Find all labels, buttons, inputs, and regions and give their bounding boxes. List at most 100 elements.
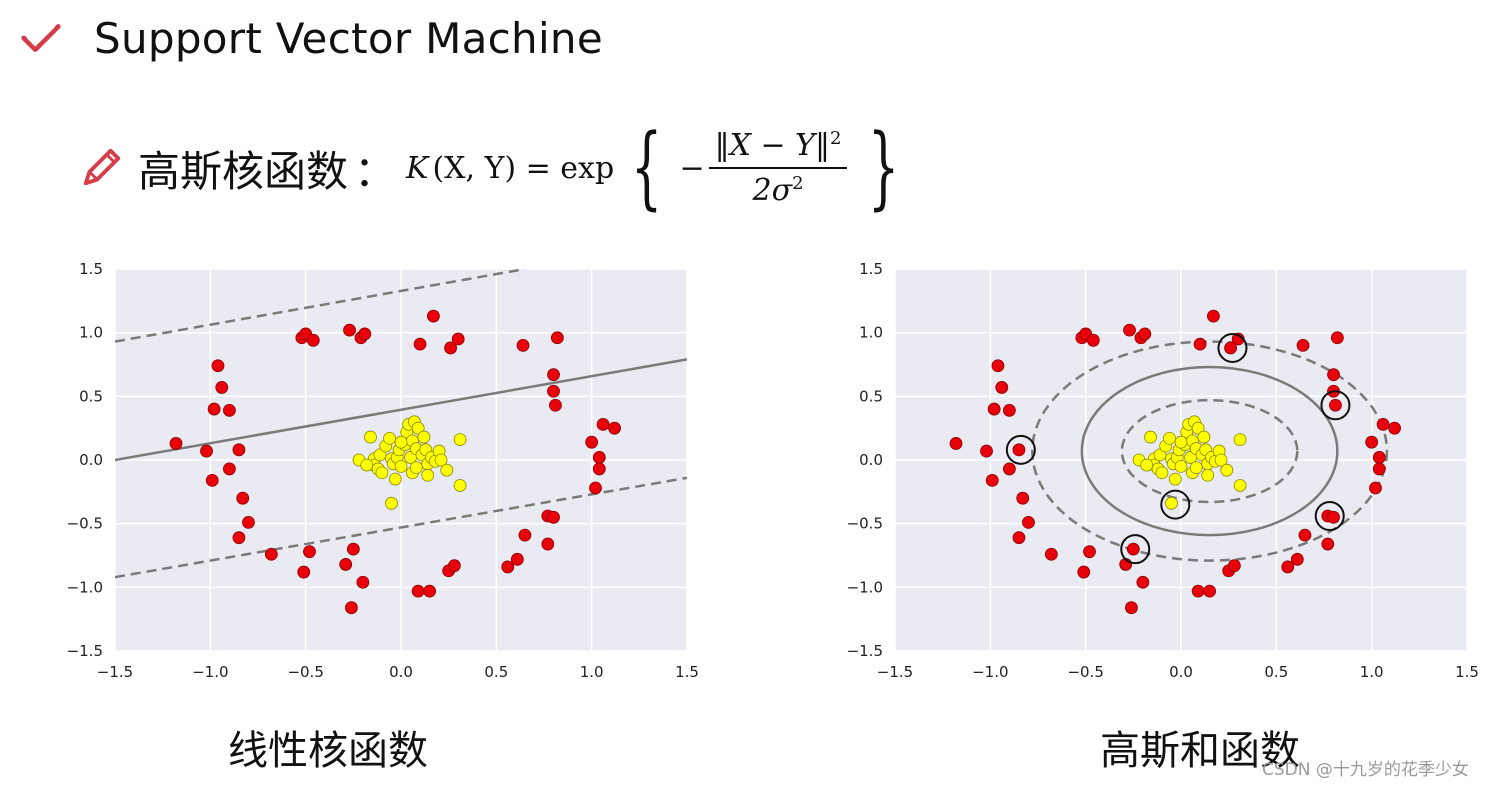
margin-ellipse	[1031, 340, 1389, 562]
red-point	[1002, 403, 1016, 417]
margin-ellipse	[1120, 398, 1299, 504]
red-point	[510, 552, 524, 566]
yellow-point	[385, 496, 398, 510]
red-point	[547, 510, 560, 524]
red-point	[1022, 515, 1035, 529]
linear-kernel-caption: 线性核函数	[228, 728, 428, 774]
yellow-point	[1233, 479, 1247, 492]
red-point	[345, 601, 358, 615]
yellow-point	[1220, 463, 1234, 477]
y-tick-label: −1.5	[67, 642, 103, 660]
x-tick-label: 0.5	[484, 663, 508, 681]
gaussian-kernel-formula: K (X, Y) = exp { − ‖X − Y‖2 2σ2 }	[406, 123, 917, 213]
red-point	[1290, 552, 1304, 566]
x-tick-label: −1.5	[877, 663, 913, 681]
red-point	[411, 584, 425, 598]
red-point	[1207, 309, 1220, 323]
yellow-point	[409, 461, 423, 475]
yellow-point	[421, 468, 435, 482]
subtitle-colon: ：	[354, 146, 397, 196]
red-point	[1125, 601, 1138, 615]
red-point	[980, 444, 993, 458]
red-point	[207, 402, 221, 416]
yellow-point	[364, 430, 377, 444]
y-tick-label: 1.5	[859, 260, 883, 278]
x-tick-label: −0.5	[1067, 663, 1103, 681]
x-tick-label: −1.0	[972, 663, 1008, 681]
red-point	[1365, 435, 1379, 449]
yellow-point	[1153, 448, 1167, 462]
red-point	[447, 559, 461, 573]
red-point	[413, 337, 427, 351]
red-point	[1077, 565, 1091, 579]
red-point	[985, 473, 999, 487]
red-point	[1002, 462, 1016, 476]
formula-args: (X, Y) = exp	[432, 150, 615, 186]
yellow-point	[388, 472, 402, 486]
y-tick-label: 1.0	[859, 324, 883, 342]
formula-minus: −	[679, 150, 705, 186]
formula-fraction: ‖X − Y‖2 2σ2	[708, 128, 848, 208]
support-vector-ring	[1320, 390, 1351, 421]
red-point	[549, 398, 562, 412]
red-point	[1327, 368, 1340, 382]
margin-line	[115, 269, 526, 343]
red-point	[592, 462, 606, 476]
red-point	[1203, 584, 1217, 598]
watermark: CSDN @十九岁的花季少女	[1262, 760, 1469, 780]
red-point	[303, 545, 316, 559]
red-point	[589, 481, 602, 495]
red-point	[1376, 417, 1390, 431]
y-tick-label: 1.5	[79, 260, 103, 278]
yellow-point	[1197, 430, 1211, 444]
red-point	[1330, 331, 1344, 345]
red-point	[215, 381, 229, 394]
y-tick-label: −0.5	[847, 515, 883, 533]
decision-ellipse	[1080, 365, 1339, 537]
red-point	[264, 547, 278, 561]
x-tick-label: 1.0	[1360, 663, 1384, 681]
red-point	[1138, 327, 1152, 341]
yellow-point	[1155, 466, 1169, 480]
red-point	[200, 444, 213, 458]
subtitle-label: 高斯核函数	[138, 146, 349, 196]
decision-line	[115, 358, 687, 462]
yellow-point	[1144, 430, 1157, 444]
formula-lhs: K	[406, 150, 429, 186]
x-tick-label: 1.5	[1455, 663, 1479, 681]
x-tick-label: 0.5	[1264, 663, 1288, 681]
red-point	[205, 473, 219, 487]
red-point	[451, 332, 465, 346]
red-point	[1044, 547, 1058, 561]
red-point	[541, 537, 555, 551]
red-point	[444, 341, 457, 355]
yellow-point	[434, 453, 448, 467]
red-point	[547, 384, 560, 398]
support-vector-ring	[1160, 489, 1191, 520]
yellow-point	[1165, 496, 1178, 510]
red-point	[343, 323, 356, 337]
red-point	[236, 491, 250, 505]
yellow-point	[360, 458, 374, 472]
x-tick-label: −0.5	[287, 663, 323, 681]
y-tick-label: −0.5	[67, 515, 103, 533]
margin-line	[115, 476, 687, 579]
red-point	[1083, 545, 1096, 559]
right-brace: }	[868, 115, 900, 220]
red-point	[1298, 528, 1312, 542]
yellow-point	[1201, 468, 1215, 482]
red-point	[987, 402, 1001, 416]
red-point	[306, 333, 320, 347]
yellow-point	[1191, 421, 1205, 435]
yellow-point	[440, 463, 454, 477]
x-tick-label: 0.0	[1169, 663, 1193, 681]
red-point	[169, 437, 183, 450]
yellow-point	[394, 435, 408, 449]
checkmark-icon	[21, 24, 61, 52]
red-point	[1296, 339, 1310, 352]
red-point	[608, 421, 621, 435]
gaussian-kernel-caption: 高斯和函数	[1100, 728, 1300, 774]
y-tick-label: −1.0	[847, 578, 883, 596]
formula-denominator: 2σ2	[752, 173, 804, 208]
red-point	[1227, 559, 1241, 573]
